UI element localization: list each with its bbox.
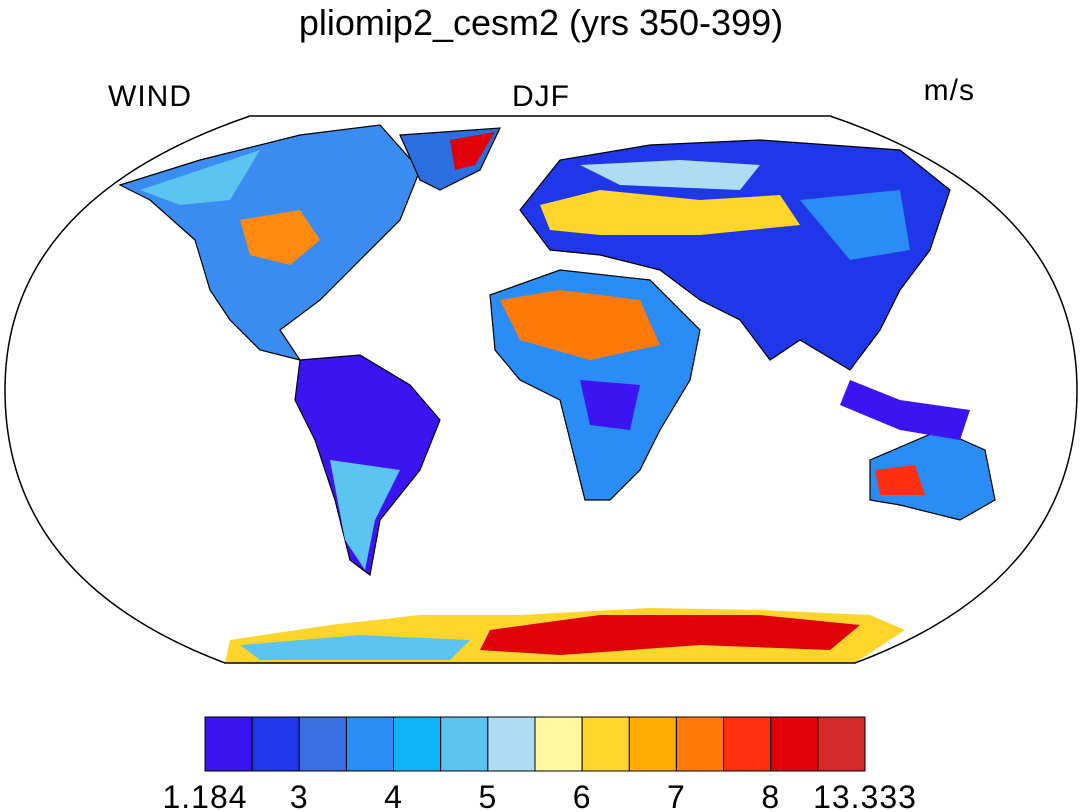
colorbar-box bbox=[770, 716, 819, 772]
colorbar-label: 6 bbox=[573, 779, 592, 812]
colorbar-box bbox=[204, 716, 253, 772]
wind-region bbox=[500, 290, 660, 360]
colorbar-box bbox=[581, 716, 630, 772]
colorbar-box bbox=[723, 716, 772, 772]
map bbox=[118, 124, 996, 663]
colorbar: 1.184 3 4 5 6 7 8 13.333 bbox=[162, 716, 917, 812]
units-label: m/s bbox=[924, 74, 975, 107]
colorbar-label: 8 bbox=[761, 779, 780, 812]
season-label: DJF bbox=[512, 80, 570, 113]
colorbar-box bbox=[345, 716, 395, 772]
colorbar-label: 4 bbox=[384, 779, 403, 812]
wind-region bbox=[800, 190, 910, 260]
wind-region bbox=[330, 460, 400, 570]
colorbar-label: 13.333 bbox=[813, 779, 917, 812]
wind-region bbox=[140, 150, 260, 205]
wind-region bbox=[580, 160, 760, 190]
title: pliomip2_cesm2 (yrs 350-399) bbox=[299, 2, 783, 43]
wind-region bbox=[240, 635, 470, 660]
colorbar-box bbox=[298, 716, 347, 772]
colorbar-box bbox=[675, 716, 725, 772]
wind-region bbox=[450, 132, 495, 170]
colorbar-box bbox=[487, 716, 536, 772]
wind-region bbox=[875, 465, 925, 495]
colorbar-label: 1.184 bbox=[162, 779, 247, 812]
wind-region bbox=[240, 210, 320, 265]
map-frame bbox=[4, 115, 1078, 664]
colorbar-box bbox=[251, 716, 300, 772]
colorbar-box bbox=[817, 716, 866, 772]
colorbar-label: 7 bbox=[667, 779, 686, 812]
colorbar-label: 5 bbox=[478, 779, 497, 812]
variable-label: WIND bbox=[108, 80, 192, 113]
south-america bbox=[294, 354, 441, 577]
wind-region bbox=[840, 380, 970, 440]
colorbar-box bbox=[440, 716, 489, 772]
colorbar-box bbox=[534, 716, 583, 772]
wind-region bbox=[540, 190, 800, 235]
colorbar-label: 3 bbox=[290, 779, 309, 812]
colorbar-box bbox=[393, 716, 442, 772]
wind-region bbox=[580, 380, 640, 430]
colorbar-box bbox=[628, 716, 677, 772]
wind-region bbox=[480, 615, 860, 655]
